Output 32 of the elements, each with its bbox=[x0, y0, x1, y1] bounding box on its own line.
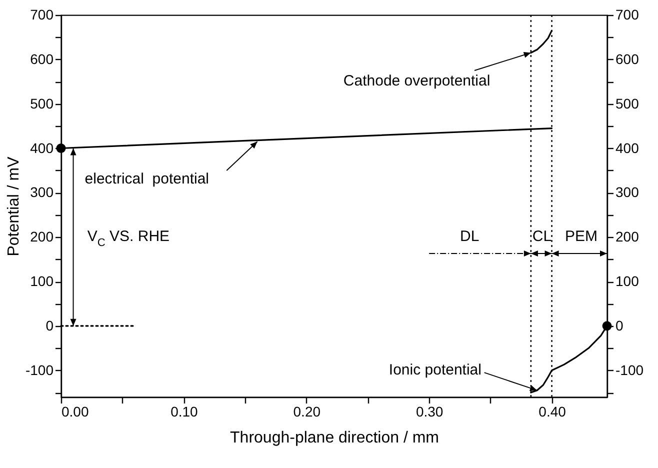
annotation: Ionic potential bbox=[388, 361, 482, 378]
x-tick-label: 0.40 bbox=[538, 404, 566, 420]
x-axis-title: Through-plane direction / mm bbox=[230, 430, 439, 446]
x-tick-label: 0.30 bbox=[416, 404, 444, 420]
y-tick-label: 700 bbox=[30, 6, 54, 22]
annotation: CL bbox=[532, 228, 552, 246]
y-tick-label: 100 bbox=[30, 273, 54, 290]
y2-tick-label: 700 bbox=[616, 6, 640, 22]
y-tick-label: 400 bbox=[30, 140, 54, 156]
annotation: electrical potential bbox=[84, 170, 210, 188]
y-tick-label: 0 bbox=[46, 317, 54, 334]
annotation: PEM bbox=[564, 228, 598, 246]
y2-tick-label: 500 bbox=[616, 95, 640, 112]
annotation: Cathode overpotential bbox=[343, 72, 490, 90]
y-tick-label: 200 bbox=[30, 228, 54, 245]
y2-tick-label: 300 bbox=[616, 184, 640, 200]
x-tick-label: 0.10 bbox=[170, 404, 198, 420]
annotation: V$_{C}$ VS. RHE bbox=[87, 228, 170, 249]
y-tick-label: 600 bbox=[30, 50, 54, 67]
y2-tick-label: 400 bbox=[616, 140, 640, 156]
y-axis-title: Potential / mV bbox=[5, 156, 22, 256]
y-tick-label: -100 bbox=[25, 362, 54, 378]
y2-tick-label: 100 bbox=[616, 273, 640, 290]
annotation: DL bbox=[460, 228, 480, 246]
y-tick-label: 500 bbox=[30, 95, 54, 112]
y-tick-label: 300 bbox=[30, 184, 54, 200]
y2-tick-label: 200 bbox=[616, 228, 640, 245]
y2-tick-label: -100 bbox=[616, 362, 644, 378]
x-tick-label: 0.00 bbox=[62, 404, 89, 420]
x-tick-label: 0.20 bbox=[293, 404, 321, 420]
y2-tick-label: 0 bbox=[616, 317, 624, 334]
y2-tick-label: 600 bbox=[616, 50, 640, 67]
